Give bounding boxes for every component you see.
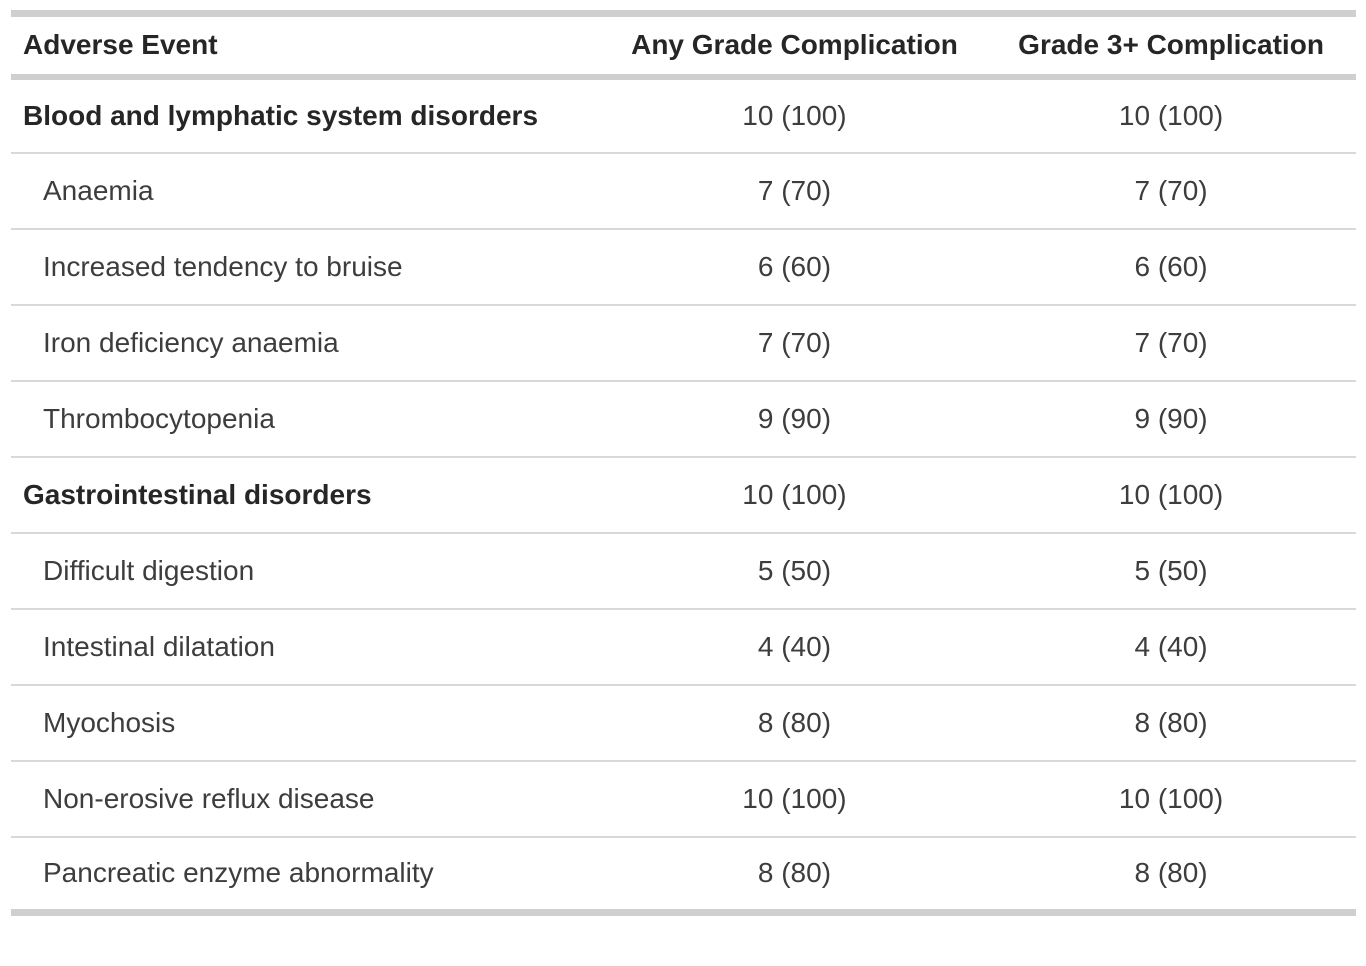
column-header-any-grade: Any Grade Complication bbox=[602, 13, 987, 80]
any-grade-cell: 8 (80) bbox=[602, 835, 987, 913]
grade3-cell: 4 (40) bbox=[986, 607, 1356, 685]
table-row: Intestinal dilatation 4 (40) 4 (40) bbox=[11, 607, 1356, 685]
table-row: Thrombocytopenia 9 (90) 9 (90) bbox=[11, 379, 1356, 457]
adverse-events-table: Adverse Event Any Grade Complication Gra… bbox=[11, 10, 1356, 916]
grade3-cell: 8 (80) bbox=[986, 683, 1356, 761]
row-label-cell: Difficult digestion bbox=[11, 531, 603, 609]
row-label-cell: Increased tendency to bruise bbox=[11, 227, 603, 305]
row-label-cell: Blood and lymphatic system disorders bbox=[23, 99, 539, 131]
any-grade-cell: 8 (80) bbox=[602, 683, 987, 761]
any-grade-cell: 7 (70) bbox=[602, 303, 987, 381]
any-grade-cell: 6 (60) bbox=[602, 227, 987, 305]
table-row: Iron deficiency anaemia 7 (70) 7 (70) bbox=[11, 303, 1356, 381]
any-grade-cell: 9 (90) bbox=[602, 379, 987, 457]
row-label-cell: Non-erosive reflux disease bbox=[11, 759, 603, 837]
grade3-cell: 10 (100) bbox=[986, 455, 1356, 533]
grade3-cell: 10 (100) bbox=[986, 759, 1356, 837]
group-row: Blood and lymphatic system disorders 10 (… bbox=[11, 77, 1356, 153]
row-label-cell: Iron deficiency anaemia bbox=[11, 303, 603, 381]
column-header-grade3: Grade 3+ Complication bbox=[986, 13, 1356, 80]
table-row: Anaemia 7 (70) 7 (70) bbox=[11, 151, 1356, 229]
grade3-cell: 7 (70) bbox=[986, 303, 1356, 381]
any-grade-cell: 10 (100) bbox=[602, 455, 987, 533]
table-body: Blood and lymphatic system disorders 10 (… bbox=[11, 77, 1356, 913]
any-grade-cell: 10 (100) bbox=[602, 759, 987, 837]
any-grade-cell: 5 (50) bbox=[602, 531, 987, 609]
table-row: Pancreatic enzyme abnormality 8 (80) 8 (80… bbox=[11, 835, 1356, 913]
grade3-cell: 6 (60) bbox=[986, 227, 1356, 305]
grade3-cell: 10 (100) bbox=[1118, 99, 1224, 131]
row-label-cell: Pancreatic enzyme abnormality bbox=[11, 835, 603, 913]
row-label-cell: Gastrointestinal disorders bbox=[11, 455, 603, 533]
table-row: Difficult digestion 5 (50) 5 (50) bbox=[11, 531, 1356, 609]
grade3-cell: 5 (50) bbox=[986, 531, 1356, 609]
row-label-cell: Myochosis bbox=[11, 683, 603, 761]
any-grade-cell: 4 (40) bbox=[602, 607, 987, 685]
grade3-cell: 8 (80) bbox=[986, 835, 1356, 913]
header-row: Adverse Event Any Grade Complication Gra… bbox=[11, 13, 1356, 80]
row-label-cell: Intestinal dilatation bbox=[11, 607, 603, 685]
table-row: Increased tendency to bruise 6 (60) 6 (60) bbox=[11, 227, 1356, 305]
column-header-adverse-event: Adverse Event bbox=[11, 13, 603, 80]
any-grade-cell: 10 (100) bbox=[742, 99, 847, 131]
table-row: Non-erosive reflux disease 10 (100) 10 (10… bbox=[11, 759, 1356, 837]
any-grade-cell: 7 (70) bbox=[602, 151, 987, 229]
row-label-cell: Anaemia bbox=[11, 151, 603, 229]
row-label-cell: Thrombocytopenia bbox=[11, 379, 603, 457]
table-row: Myochosis 8 (80) 8 (80) bbox=[11, 683, 1356, 761]
grade3-cell: 7 (70) bbox=[986, 151, 1356, 229]
grade3-cell: 9 (90) bbox=[986, 379, 1356, 457]
group-row: Gastrointestinal disorders 10 (100) 10 (10… bbox=[11, 455, 1356, 533]
